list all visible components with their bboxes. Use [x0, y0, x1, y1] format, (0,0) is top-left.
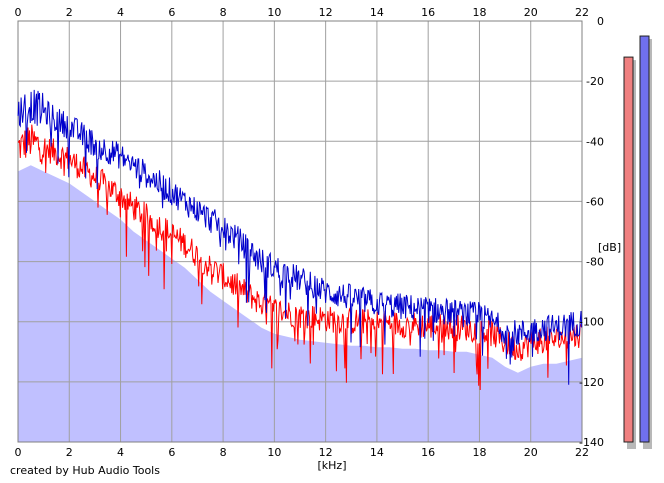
y-tick-label: -60 — [586, 195, 604, 208]
x-tick-label-top: 16 — [421, 6, 435, 19]
x-tick-label-top: 8 — [220, 6, 227, 19]
x-tick-label-bottom: 2 — [66, 446, 73, 459]
series-layer — [17, 89, 583, 391]
x-tick-label-top: 4 — [117, 6, 124, 19]
level-meters — [623, 35, 652, 450]
x-tick-label-bottom: 16 — [421, 446, 435, 459]
x-tick-label-top: 12 — [319, 6, 333, 19]
x-tick-label-top: 18 — [472, 6, 486, 19]
spectrum-fill-area — [18, 165, 582, 443]
x-tick-label-bottom: 20 — [524, 446, 538, 459]
credit-text: created by Hub Audio Tools — [10, 464, 160, 477]
x-tick-label-top: 2 — [66, 6, 73, 19]
spectrum-fill-layer — [18, 21, 582, 443]
y-tick-label: -140 — [579, 436, 604, 449]
level-meter-bar — [623, 56, 634, 443]
series-line-blue — [17, 89, 583, 385]
x-tick-label-top: 10 — [267, 6, 281, 19]
tick-labels-layer: 002244668810101212141416161818202022220-… — [15, 6, 605, 459]
x-tick-label-top: 14 — [370, 6, 384, 19]
x-tick-label-bottom: 4 — [117, 446, 124, 459]
y-tick-label: -120 — [579, 376, 604, 389]
x-tick-label-top: 6 — [168, 6, 175, 19]
level-meter-bar — [639, 35, 650, 443]
x-tick-label-bottom: 8 — [220, 446, 227, 459]
x-tick-label-bottom: 12 — [319, 446, 333, 459]
x-tick-label-top: 20 — [524, 6, 538, 19]
y-tick-label: -20 — [586, 75, 604, 88]
x-axis-label: [kHz] — [318, 459, 347, 472]
y-tick-label: -80 — [586, 256, 604, 269]
x-tick-label-top: 0 — [15, 6, 22, 19]
y-tick-label: 0 — [597, 15, 604, 28]
x-tick-label-bottom: 6 — [168, 446, 175, 459]
x-tick-label-top: 22 — [575, 6, 589, 19]
x-tick-label-bottom: 22 — [575, 446, 589, 459]
x-tick-label-bottom: 10 — [267, 446, 281, 459]
x-tick-label-bottom: 14 — [370, 446, 384, 459]
plot-border — [17, 20, 583, 443]
x-tick-label-bottom: 18 — [472, 446, 486, 459]
y-tick-label: -40 — [586, 135, 604, 148]
y-tick-label: -100 — [579, 316, 604, 329]
series-line-red — [17, 124, 583, 391]
x-tick-label-bottom: 0 — [15, 446, 22, 459]
y-axis-label: [dB] — [598, 241, 621, 254]
